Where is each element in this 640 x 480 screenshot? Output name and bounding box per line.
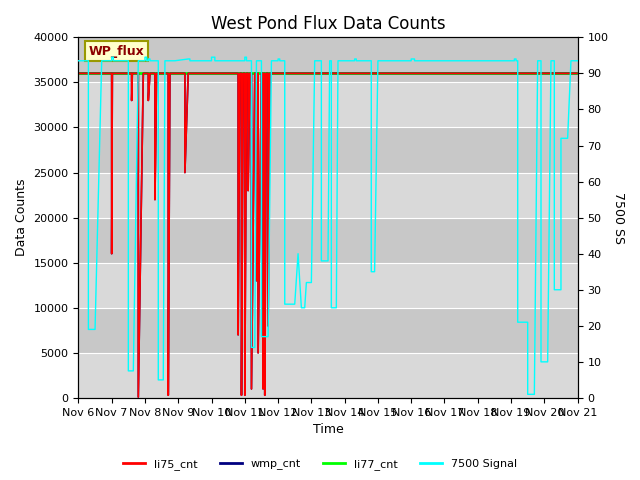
- Title: West Pond Flux Data Counts: West Pond Flux Data Counts: [211, 15, 445, 33]
- X-axis label: Time: Time: [312, 423, 344, 436]
- Bar: [79, 263, 578, 308]
- Y-axis label: 7500 SS: 7500 SS: [612, 192, 625, 244]
- Bar: [79, 37, 578, 83]
- Legend: li75_cnt, wmp_cnt, li77_cnt, 7500 Signal: li75_cnt, wmp_cnt, li77_cnt, 7500 Signal: [118, 455, 522, 474]
- Bar: [79, 308, 578, 353]
- Bar: [79, 172, 578, 217]
- Bar: [79, 83, 578, 128]
- Bar: [79, 217, 578, 263]
- Bar: [79, 128, 578, 172]
- Bar: [79, 353, 578, 398]
- Y-axis label: Data Counts: Data Counts: [15, 179, 28, 256]
- Text: WP_flux: WP_flux: [88, 45, 144, 58]
